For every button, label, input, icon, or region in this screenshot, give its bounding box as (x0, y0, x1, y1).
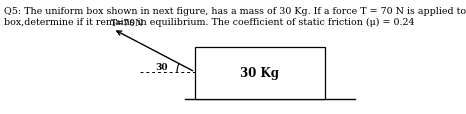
Bar (195, 48, 325, 99)
Text: Q5: The uniform box shown in next figure, has a mass of 30 Kg. If a force T = 70: Q5: The uniform box shown in next figure… (4, 7, 466, 16)
Text: box,determine if it remains in equilibrium. The coefficient of static friction (: box,determine if it remains in equilibri… (4, 18, 414, 27)
Text: 30 Kg: 30 Kg (240, 67, 280, 80)
Text: T=70N: T=70N (111, 19, 144, 28)
Text: 30: 30 (155, 62, 168, 71)
